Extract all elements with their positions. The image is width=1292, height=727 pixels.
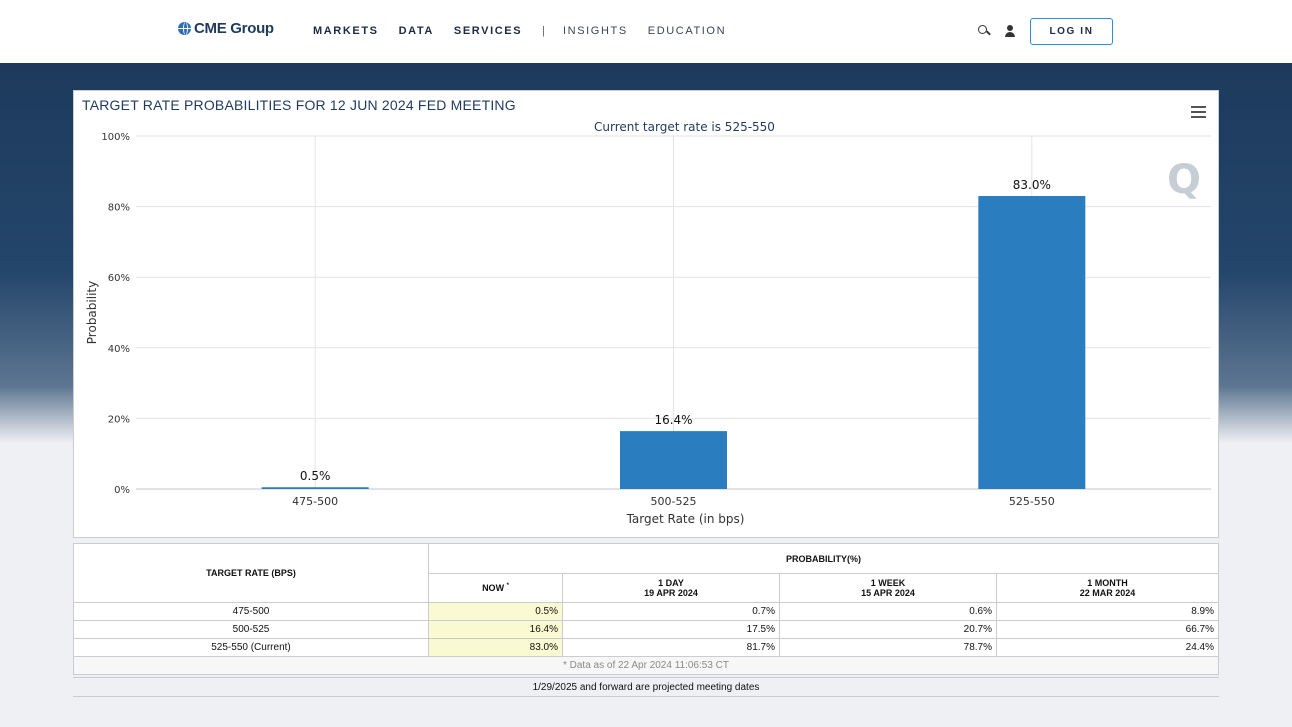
header-now: NOW * — [428, 573, 563, 603]
watermark-q-icon: Q — [1167, 157, 1201, 203]
login-button[interactable]: LOG IN — [1030, 18, 1113, 45]
bar — [261, 487, 369, 489]
bar — [620, 431, 727, 489]
row-1month: 8.9% — [996, 602, 1219, 621]
data-label: 0.5% — [300, 469, 331, 483]
table-row: 525-550 (Current) 83.0% 81.7% 78.7% 24.4… — [73, 638, 1219, 657]
row-1day: 0.7% — [562, 602, 780, 621]
nav-separator: | — [542, 25, 546, 37]
y-tick-label: 80% — [108, 203, 130, 214]
nav-markets[interactable]: MARKETS — [313, 25, 379, 37]
header-probability: PROBABILITY(%) — [428, 543, 1219, 574]
data-label: 16.4% — [654, 413, 692, 427]
row-rate: 475-500 — [73, 602, 429, 621]
row-1week: 0.6% — [779, 602, 997, 621]
header-target-rate: TARGET RATE (BPS) — [73, 543, 429, 603]
globe-icon — [178, 22, 191, 35]
row-now: 16.4% — [428, 620, 563, 639]
search-icon[interactable] — [977, 24, 991, 38]
main-nav: MARKETS DATA SERVICES | INSIGHTS EDUCATI… — [313, 25, 746, 37]
row-1week: 78.7% — [779, 638, 997, 657]
site-header: CME Group MARKETS DATA SERVICES | INSIGH… — [0, 0, 1292, 63]
y-tick-label: 60% — [108, 273, 130, 284]
bar — [978, 196, 1086, 489]
projected-dates-note: 1/29/2025 and forward are projected meet… — [73, 677, 1219, 697]
nav-education[interactable]: EDUCATION — [647, 25, 727, 37]
row-1month: 24.4% — [996, 638, 1219, 657]
x-tick-label: 475-500 — [292, 495, 338, 508]
header-1month: 1 MONTH 22 MAR 2024 — [996, 573, 1219, 603]
nav-services[interactable]: SERVICES — [453, 25, 523, 37]
data-label: 83.0% — [1013, 178, 1051, 192]
x-tick-label: 500-525 — [651, 495, 697, 508]
row-now: 83.0% — [428, 638, 563, 657]
nav-data[interactable]: DATA — [398, 25, 434, 37]
row-1week: 20.7% — [779, 620, 997, 639]
chart-menu-icon[interactable] — [1191, 106, 1206, 118]
y-tick-label: 0% — [114, 485, 130, 496]
row-1day: 17.5% — [562, 620, 780, 639]
row-rate: 500-525 — [73, 620, 429, 639]
user-icon[interactable] — [1003, 24, 1017, 38]
table-row: 475-500 0.5% 0.7% 0.6% 8.9% — [73, 602, 1219, 621]
nav-insights[interactable]: INSIGHTS — [563, 25, 628, 37]
x-tick-label: 525-550 — [1009, 495, 1055, 508]
y-tick-label: 40% — [108, 344, 130, 355]
row-now: 0.5% — [428, 602, 563, 621]
row-1month: 66.7% — [996, 620, 1219, 639]
probability-table: TARGET RATE (BPS) PROBABILITY(%) NOW * 1… — [73, 543, 1219, 675]
chart-title: TARGET RATE PROBABILITIES FOR 12 JUN 202… — [82, 97, 516, 113]
y-axis-title: Probability — [85, 281, 99, 344]
header-1day: 1 DAY 19 APR 2024 — [562, 573, 780, 603]
data-timestamp-note: * Data as of 22 Apr 2024 11:06:53 CT — [73, 656, 1219, 675]
row-rate: 525-550 (Current) — [73, 638, 429, 657]
table-row: 500-525 16.4% 17.5% 20.7% 66.7% — [73, 620, 1219, 639]
probability-chart: Current target rate is 525-550 0% 20% 40% 60… — [85, 120, 1211, 526]
cme-group-logo[interactable]: CME Group — [178, 20, 274, 37]
logo-text: CME Group — [194, 20, 274, 37]
chart-subtitle: Current target rate is 525-550 — [594, 120, 775, 134]
x-axis-title: Target Rate (in bps) — [626, 512, 745, 526]
chart-panel: TARGET RATE PROBABILITIES FOR 12 JUN 202… — [73, 90, 1219, 538]
y-tick-label: 100% — [101, 132, 130, 143]
y-tick-label: 20% — [108, 414, 130, 425]
header-1week: 1 WEEK 15 APR 2024 — [779, 573, 997, 603]
row-1day: 81.7% — [562, 638, 780, 657]
